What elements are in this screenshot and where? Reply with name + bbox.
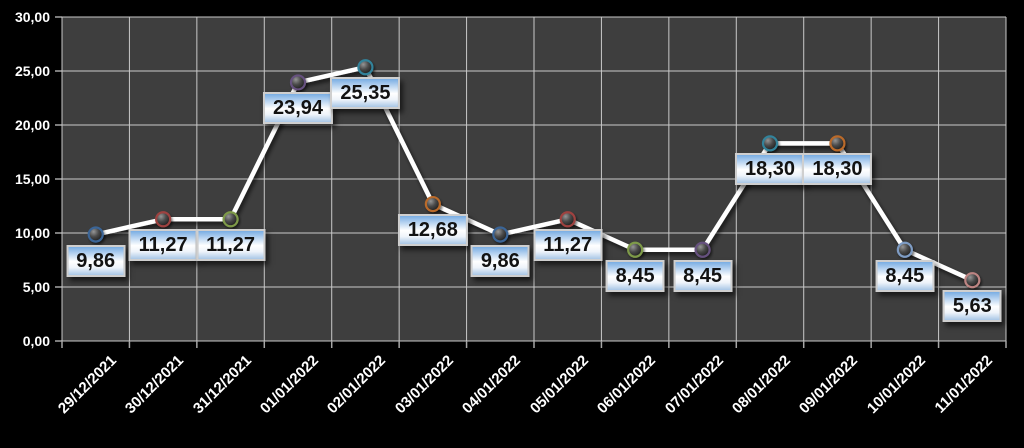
- data-label: 23,94: [262, 92, 334, 125]
- data-label: 12,68: [397, 214, 468, 247]
- data-point-marker: [357, 59, 374, 76]
- data-label: 8,45: [605, 259, 665, 292]
- data-label: 5,63: [942, 290, 1002, 323]
- data-point-marker: [761, 135, 779, 152]
- data-point-marker: [829, 135, 846, 152]
- series-line: [93, 64, 975, 283]
- data-point-marker: [627, 241, 644, 258]
- y-tick-label: 15,00: [14, 171, 50, 187]
- data-point-marker: [155, 211, 172, 228]
- data-label: 11,27: [128, 229, 198, 262]
- data-label: 9,86: [66, 244, 126, 277]
- data-point-marker: [87, 226, 104, 243]
- data-label: 8,45: [673, 259, 733, 292]
- data-point-marker: [222, 211, 239, 228]
- y-tick-label: 25,00: [14, 63, 50, 79]
- y-tick-label: 20,00: [14, 117, 50, 133]
- data-point-marker: [492, 226, 509, 243]
- y-tick-label: 10,00: [14, 225, 50, 241]
- data-label: 18,30: [802, 153, 873, 186]
- data-label: 8,45: [875, 259, 935, 292]
- data-point-marker: [896, 241, 913, 258]
- data-point-marker: [559, 211, 576, 228]
- data-point-marker: [694, 241, 711, 258]
- y-tick-label: 30,00: [14, 9, 50, 25]
- data-point-marker: [424, 195, 441, 213]
- y-tick-label: 5,00: [22, 279, 50, 295]
- y-tick-label: 0,00: [22, 333, 50, 349]
- data-label: 11,27: [196, 229, 266, 262]
- data-label: 9,86: [470, 244, 530, 277]
- data-point-marker: [289, 74, 307, 91]
- data-label: 11,27: [533, 229, 603, 262]
- data-label: 18,30: [734, 153, 806, 186]
- data-label: 25,35: [330, 77, 401, 110]
- data-point-marker: [964, 272, 981, 289]
